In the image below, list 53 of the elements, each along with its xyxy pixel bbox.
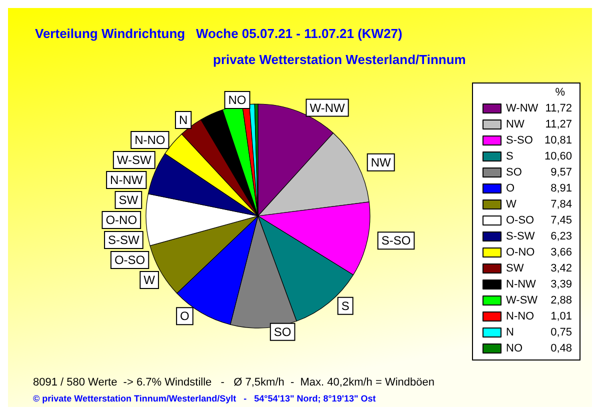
data-label: 0,75 bbox=[550, 326, 572, 338]
data-label: 8,91 bbox=[550, 182, 572, 194]
legend-label: O-NO bbox=[506, 246, 536, 258]
legend-label: N-NO bbox=[506, 310, 535, 322]
chart-title: Verteilung Windrichtung Woche 05.07.21 - 11.07.21 (KW27) bbox=[35, 26, 402, 41]
category-label: S-SW bbox=[108, 233, 140, 248]
legend-label: SW bbox=[506, 262, 524, 274]
legend-label: S-SW bbox=[506, 230, 536, 242]
data-label: 3,39 bbox=[550, 278, 572, 290]
slice-label: O-SO bbox=[114, 253, 146, 268]
legend-label: W bbox=[506, 198, 517, 210]
slice-label: W bbox=[144, 273, 156, 288]
legend-label: N-NW bbox=[506, 278, 537, 290]
category-label: N-NW bbox=[110, 173, 143, 188]
legend-label: NO bbox=[506, 342, 523, 354]
category-label: O-NO bbox=[106, 213, 138, 228]
category-label: W-SW bbox=[116, 153, 152, 168]
data-label: 3,66 bbox=[550, 246, 572, 258]
legend-label: O bbox=[506, 182, 515, 194]
data-label: 2,88 bbox=[550, 294, 572, 306]
legend-label: SO bbox=[506, 166, 522, 178]
data-label: 11,72 bbox=[545, 102, 572, 114]
data-label: 1,01 bbox=[550, 310, 572, 322]
slice-label: S-SO bbox=[381, 234, 411, 248]
category-label: SW bbox=[118, 193, 138, 208]
text: 8091 / 580 Werte -> 6.7% Windstille - Ø 7,5km/h - Max. 40,2km/h = Windböen bbox=[33, 376, 434, 388]
category-label: N bbox=[178, 113, 188, 128]
legend-label: N bbox=[506, 326, 514, 338]
legend-label: W-NW bbox=[506, 102, 539, 114]
slice-label: W-NW bbox=[310, 100, 346, 115]
legend-label: NW bbox=[506, 118, 525, 130]
legend-label: S-SO bbox=[506, 134, 534, 146]
data-label: 6,23 bbox=[550, 230, 572, 242]
category-label: N-NO bbox=[134, 133, 166, 148]
legend-title: % bbox=[555, 86, 566, 98]
data-label: 0,48 bbox=[550, 342, 572, 354]
legend-label: S bbox=[506, 150, 514, 162]
slice-label: O bbox=[180, 309, 190, 324]
data-label: 9,57 bbox=[550, 166, 572, 178]
legend-label: O-SO bbox=[506, 214, 535, 226]
slice-label: NO bbox=[228, 93, 246, 108]
data-label: 11,27 bbox=[545, 118, 572, 130]
data-label: 3,42 bbox=[550, 262, 572, 274]
data-label: 10,60 bbox=[544, 150, 572, 162]
slice-label: SO bbox=[274, 324, 292, 339]
slice-label: NW bbox=[370, 155, 392, 170]
text: © private Wetterstation Tinnum/Westerland/Sylt - 54°54'13" Nord; 8°19'13" Ost bbox=[33, 394, 376, 404]
legend-label: W-SW bbox=[506, 294, 538, 306]
data-label: 7,45 bbox=[550, 214, 572, 226]
data-label: 7,84 bbox=[550, 198, 572, 210]
chart-subtitle: private Wetterstation Westerland/Tinnum bbox=[213, 52, 466, 67]
data-label: 10,81 bbox=[544, 134, 572, 146]
slice-label: S bbox=[341, 298, 350, 313]
